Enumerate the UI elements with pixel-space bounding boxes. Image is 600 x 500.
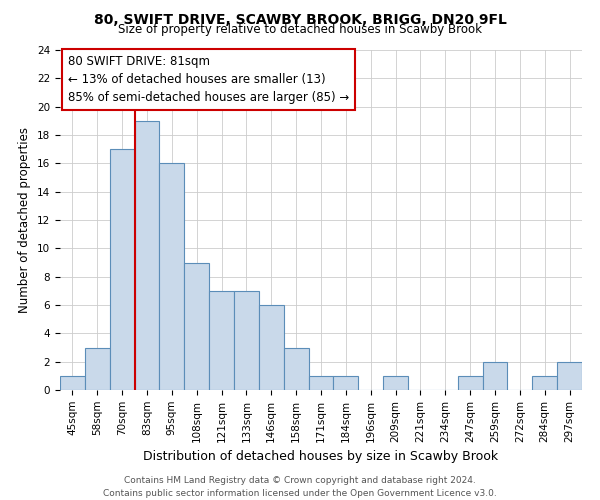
Bar [308, 376, 334, 390]
Bar [234, 291, 259, 390]
Bar [184, 262, 209, 390]
Text: 80 SWIFT DRIVE: 81sqm
← 13% of detached houses are smaller (13)
85% of semi-deta: 80 SWIFT DRIVE: 81sqm ← 13% of detached … [68, 55, 349, 104]
X-axis label: Distribution of detached houses by size in Scawby Brook: Distribution of detached houses by size … [143, 450, 499, 463]
Bar [383, 376, 408, 390]
Bar [85, 348, 110, 390]
Text: 80, SWIFT DRIVE, SCAWBY BROOK, BRIGG, DN20 9FL: 80, SWIFT DRIVE, SCAWBY BROOK, BRIGG, DN… [94, 12, 506, 26]
Bar [110, 149, 134, 390]
Bar [284, 348, 308, 390]
Bar [557, 362, 582, 390]
Bar [209, 291, 234, 390]
Text: Size of property relative to detached houses in Scawby Brook: Size of property relative to detached ho… [118, 22, 482, 36]
Bar [259, 305, 284, 390]
Bar [160, 164, 184, 390]
Bar [60, 376, 85, 390]
Bar [458, 376, 482, 390]
Bar [334, 376, 358, 390]
Bar [482, 362, 508, 390]
Y-axis label: Number of detached properties: Number of detached properties [19, 127, 31, 313]
Bar [134, 121, 160, 390]
Text: Contains HM Land Registry data © Crown copyright and database right 2024.
Contai: Contains HM Land Registry data © Crown c… [103, 476, 497, 498]
Bar [532, 376, 557, 390]
